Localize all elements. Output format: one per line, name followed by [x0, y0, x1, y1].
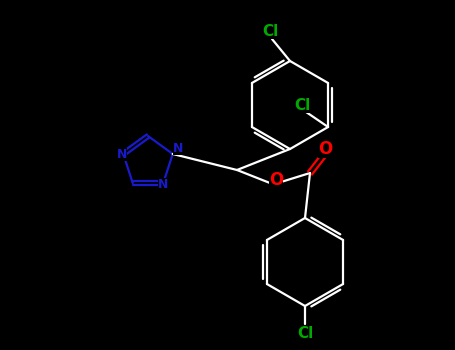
Text: O: O — [269, 171, 283, 189]
Text: Cl: Cl — [262, 23, 278, 38]
Text: O: O — [318, 140, 332, 158]
Text: N: N — [117, 148, 127, 161]
Text: Cl: Cl — [294, 98, 310, 112]
Text: N: N — [158, 177, 168, 190]
Text: N: N — [172, 142, 183, 155]
Text: Cl: Cl — [297, 326, 313, 341]
